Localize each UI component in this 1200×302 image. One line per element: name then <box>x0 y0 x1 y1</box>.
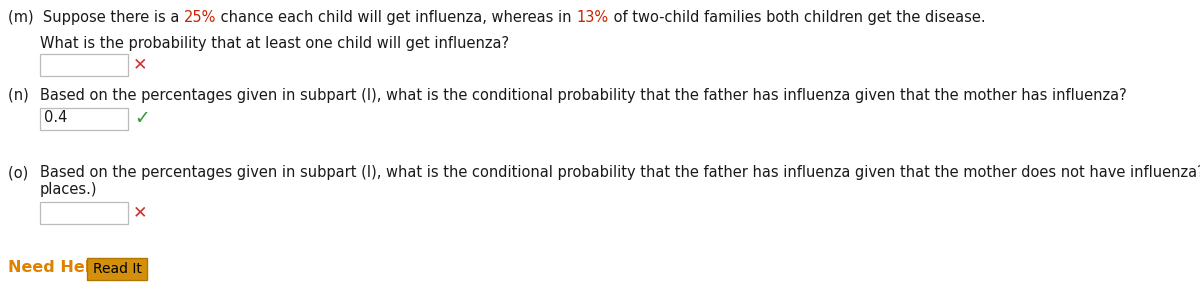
Text: 0.4: 0.4 <box>44 111 67 126</box>
Text: What is the probability that at least one child will get influenza?: What is the probability that at least on… <box>40 36 509 51</box>
Text: 13%: 13% <box>576 10 608 25</box>
Text: of two-child families both children get the disease.: of two-child families both children get … <box>608 10 985 25</box>
Text: ✕: ✕ <box>133 55 148 73</box>
Text: ✕: ✕ <box>133 203 148 221</box>
Text: 25%: 25% <box>184 10 216 25</box>
Text: chance each child will get influenza, whereas in: chance each child will get influenza, wh… <box>216 10 576 25</box>
FancyBboxPatch shape <box>40 54 128 76</box>
Text: ✓: ✓ <box>134 108 150 127</box>
FancyBboxPatch shape <box>40 108 128 130</box>
Text: Based on the percentages given in subpart (I), what is the conditional probabili: Based on the percentages given in subpar… <box>40 165 1200 180</box>
FancyBboxPatch shape <box>40 202 128 224</box>
Text: Based on the percentages given in subpart (I), what is the conditional probabili: Based on the percentages given in subpar… <box>40 88 1127 103</box>
FancyBboxPatch shape <box>88 258 148 280</box>
Text: Need Help?: Need Help? <box>8 260 112 275</box>
Text: (m)  Suppose there is a: (m) Suppose there is a <box>8 10 184 25</box>
Text: (n): (n) <box>8 88 38 103</box>
Text: places.): places.) <box>40 182 97 197</box>
Text: (o): (o) <box>8 165 37 180</box>
Text: Read It: Read It <box>92 262 142 276</box>
